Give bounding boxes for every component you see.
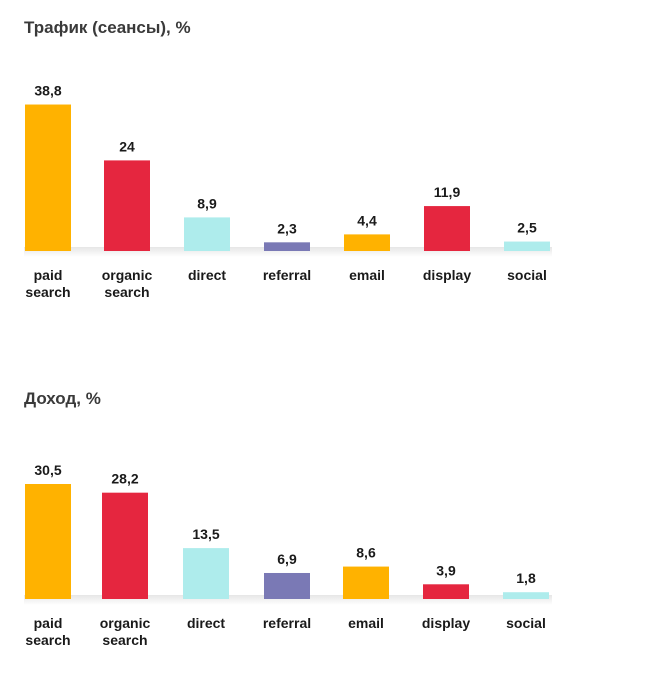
- value-label: 28,2: [111, 471, 138, 487]
- category-label: referral: [263, 267, 311, 283]
- baseline-shadow: [24, 595, 552, 605]
- value-label: 8,6: [356, 545, 376, 561]
- bar-email: [343, 566, 389, 599]
- category-label: organic search: [102, 267, 153, 300]
- category-label: social: [506, 615, 546, 631]
- category-label: direct: [188, 267, 226, 283]
- traffic-bar-chart: 38,8 paid search 24 organic search 8,9 direct 2,…: [24, 83, 552, 300]
- bar-display: [424, 206, 470, 251]
- value-label: 1,8: [516, 570, 536, 586]
- bar-email: [344, 234, 390, 251]
- value-label: 24: [119, 138, 135, 154]
- category-label: paid search: [25, 267, 70, 300]
- value-label: 38,8: [34, 83, 61, 99]
- category-label: direct: [187, 615, 225, 631]
- category-label: email: [348, 615, 384, 631]
- value-label: 4,4: [357, 212, 377, 228]
- category-label: email: [349, 267, 385, 283]
- bar-organic-search: [104, 160, 150, 251]
- category-label: paid search: [25, 615, 70, 648]
- baseline-shadow: [24, 247, 552, 257]
- value-label: 8,9: [197, 195, 217, 211]
- bar-display: [423, 584, 469, 599]
- value-label: 6,9: [277, 551, 297, 567]
- category-label: social: [507, 267, 547, 283]
- chart-title-revenue: Доход, %: [24, 389, 101, 408]
- value-label: 2,3: [277, 220, 297, 236]
- bar-direct: [183, 548, 229, 599]
- value-label: 11,9: [434, 184, 461, 200]
- category-label: display: [422, 615, 470, 631]
- chart-title-traffic: Трафик (сеансы), %: [24, 18, 191, 37]
- value-label: 2,5: [517, 220, 537, 236]
- category-label: display: [423, 267, 471, 283]
- category-label: organic search: [100, 615, 151, 648]
- bar-referral: [264, 572, 310, 599]
- value-label: 3,9: [436, 562, 456, 578]
- bar-paid-search: [25, 104, 71, 251]
- bar-direct: [184, 217, 230, 251]
- bar-paid-search: [25, 484, 71, 599]
- bar-social: [504, 241, 550, 251]
- revenue-bar-chart: 30,5 paid search 28,2 organic search 13,5 direc…: [24, 462, 552, 648]
- bar-referral: [264, 242, 310, 251]
- bar-social: [503, 592, 549, 599]
- bar-organic-search: [102, 492, 148, 599]
- category-label: referral: [263, 615, 311, 631]
- value-label: 13,5: [192, 526, 219, 542]
- value-label: 30,5: [34, 462, 61, 478]
